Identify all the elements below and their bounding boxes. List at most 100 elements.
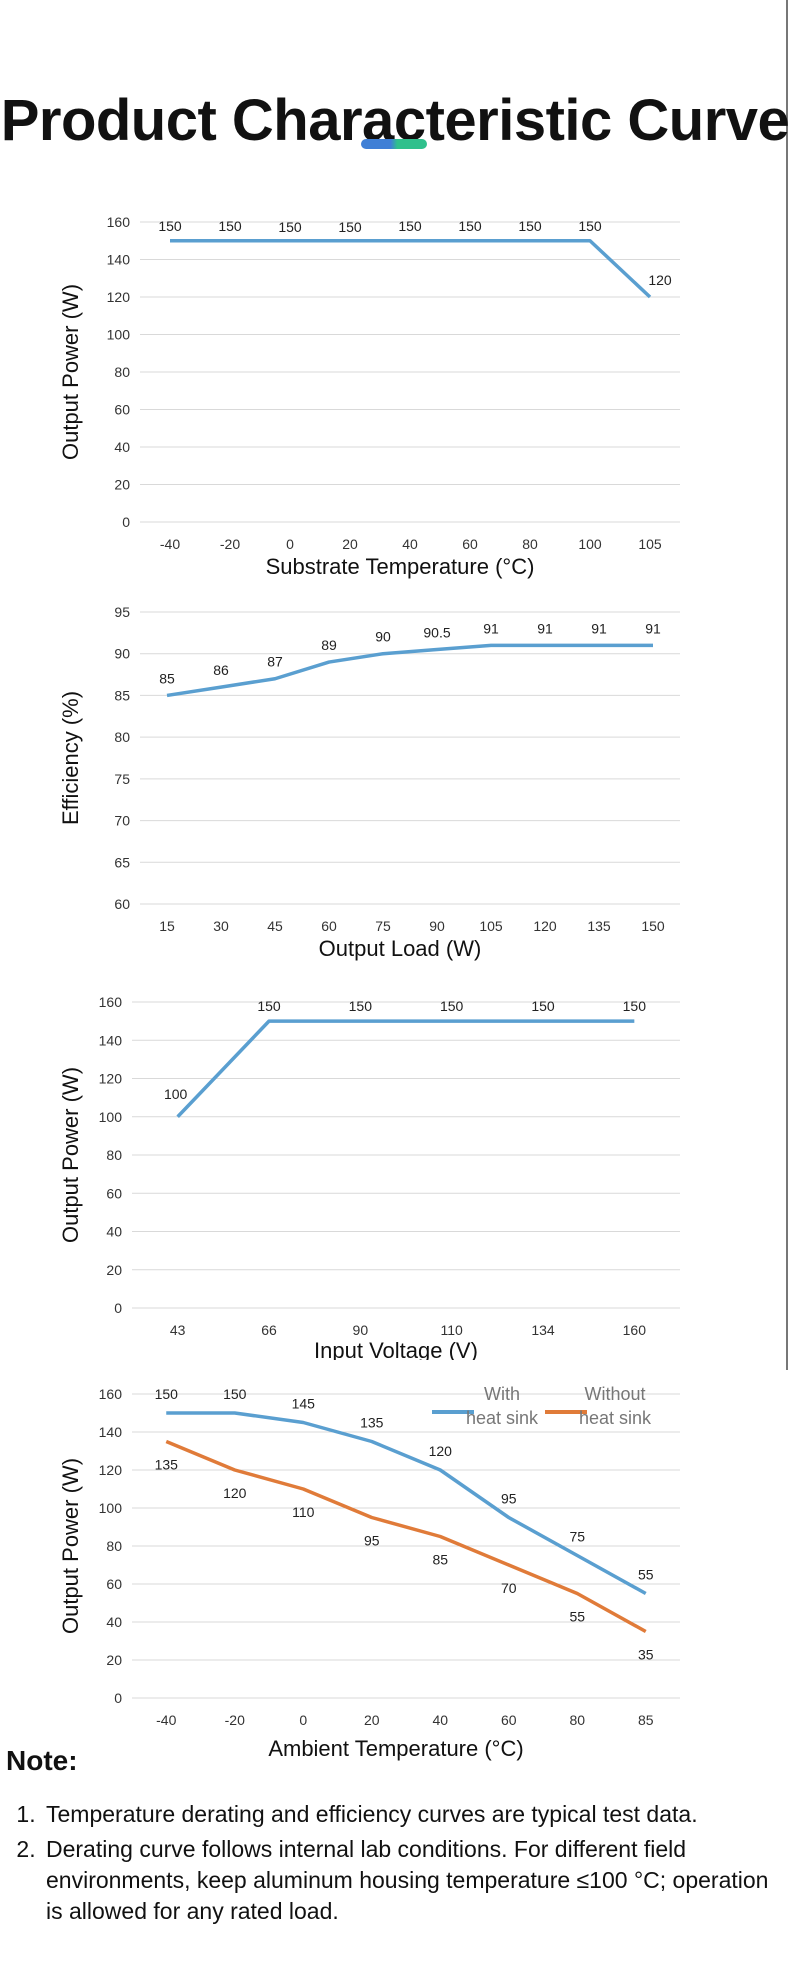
y-tick-label: 60 [114, 896, 130, 912]
y-tick-label: 40 [106, 1614, 122, 1630]
data-label: 91 [483, 620, 499, 636]
x-tick-label: 134 [531, 1322, 555, 1338]
x-tick-label: 20 [342, 536, 358, 552]
chart-substrate-temperature: 0 20 40 60 80 100 120 140 160 -40 -20 0 20 40 60 80 100 1… [58, 214, 680, 579]
y-tick-label: 40 [114, 439, 130, 455]
data-label: 150 [458, 218, 482, 234]
title-accent-bar [361, 139, 427, 149]
chart-input-voltage: 0 20 40 60 80 100 120 140 160 43 66 90 110 134 160 Inpu… [58, 994, 680, 1360]
x-tick-label: 80 [522, 536, 538, 552]
x-tick-label: 160 [623, 1322, 647, 1338]
data-label: 150 [531, 998, 555, 1014]
y-tick-label: 60 [106, 1185, 122, 1201]
data-label: 110 [292, 1504, 315, 1520]
note-item: Temperature derating and efficiency curv… [42, 1799, 786, 1830]
y-tick-label: 85 [114, 687, 130, 703]
data-label: 120 [223, 1485, 247, 1501]
data-label: 86 [213, 662, 229, 678]
legend-label: heat sink [579, 1408, 652, 1428]
x-tick-label: 40 [432, 1712, 448, 1728]
x-tick-label: 100 [578, 536, 602, 552]
y-tick-label: 70 [114, 813, 130, 829]
data-label: 150 [155, 1386, 179, 1402]
data-label: 35 [638, 1647, 654, 1663]
x-tick-label: 80 [569, 1712, 585, 1728]
x-tick-label: 20 [364, 1712, 380, 1728]
data-label: 95 [364, 1533, 380, 1549]
y-tick-label: 160 [99, 1386, 123, 1402]
data-label: 90.5 [423, 625, 450, 641]
legend-label: heat sink [466, 1408, 539, 1428]
x-tick-label: 60 [321, 918, 337, 934]
x-tick-label: 40 [402, 536, 418, 552]
y-tick-label: 40 [106, 1224, 122, 1240]
y-axis-label: Output Power (W) [58, 1458, 83, 1634]
y-tick-label: 20 [106, 1652, 122, 1668]
x-tick-label: 45 [267, 918, 283, 934]
data-label: 150 [158, 218, 182, 234]
x-tick-label: -40 [156, 1712, 176, 1728]
data-label: 150 [518, 218, 542, 234]
x-tick-label: 60 [462, 536, 478, 552]
data-label: 91 [591, 620, 607, 636]
data-label: 150 [278, 219, 302, 235]
data-label: 91 [537, 620, 553, 636]
series-line [166, 1411, 647, 1596]
x-axis-label: Input Voltage (V) [314, 1338, 478, 1360]
y-tick-label: 75 [114, 771, 130, 787]
y-tick-label: 140 [107, 252, 131, 268]
y-tick-label: 120 [99, 1462, 123, 1478]
x-tick-label: 60 [501, 1712, 517, 1728]
y-tick-label: 80 [106, 1538, 122, 1554]
x-tick-label: 135 [587, 918, 611, 934]
data-label: 120 [429, 1443, 453, 1459]
x-tick-label: 43 [170, 1322, 186, 1338]
y-tick-label: 0 [122, 514, 130, 530]
y-tick-label: 65 [114, 854, 130, 870]
x-tick-label: -20 [225, 1712, 245, 1728]
x-tick-label: 30 [213, 918, 229, 934]
x-tick-label: 150 [641, 918, 665, 934]
y-axis-label: Output Power (W) [58, 1067, 83, 1243]
note-section: Note: Temperature derating and efficienc… [6, 1745, 786, 1931]
data-label: 150 [578, 218, 602, 234]
y-axis-label: Output Power (W) [58, 284, 83, 460]
y-tick-label: 80 [114, 364, 130, 380]
x-tick-label: 75 [375, 918, 391, 934]
y-tick-label: 140 [99, 1424, 123, 1440]
x-axis-label: Substrate Temperature (°C) [266, 554, 535, 579]
x-tick-label: 90 [429, 918, 445, 934]
y-tick-label: 0 [114, 1690, 122, 1706]
note-list: Temperature derating and efficiency curv… [6, 1799, 786, 1927]
page-edge-rule [786, 0, 788, 1370]
y-tick-label: 160 [99, 994, 123, 1010]
data-label: 150 [338, 219, 362, 235]
y-tick-label: 20 [106, 1262, 122, 1278]
y-tick-label: 100 [107, 327, 131, 343]
data-label: 150 [257, 998, 281, 1014]
y-tick-label: 20 [114, 477, 130, 493]
data-label: 70 [501, 1580, 517, 1596]
x-axis-label: Ambient Temperature (°C) [268, 1736, 523, 1761]
data-label: 150 [223, 1386, 247, 1402]
data-label: 90 [375, 629, 391, 645]
x-tick-label: 85 [638, 1712, 654, 1728]
y-tick-label: 140 [99, 1032, 123, 1048]
legend-label: With [484, 1384, 520, 1404]
y-tick-label: 160 [107, 214, 131, 230]
y-axis-label: Efficiency (%) [58, 691, 83, 825]
series-line [176, 1019, 635, 1118]
note-title: Note: [6, 1745, 78, 1776]
data-label: 150 [218, 218, 242, 234]
data-label: 150 [349, 998, 373, 1014]
y-tick-label: 100 [99, 1109, 123, 1125]
data-label: 85 [159, 670, 175, 686]
x-tick-label: 105 [638, 536, 662, 552]
x-tick-label: 15 [159, 918, 175, 934]
series-line [166, 643, 653, 698]
x-tick-label: 66 [261, 1322, 277, 1338]
y-tick-label: 120 [107, 289, 131, 305]
data-label: 135 [155, 1457, 179, 1473]
data-label: 150 [398, 218, 422, 234]
data-label: 100 [164, 1086, 188, 1102]
